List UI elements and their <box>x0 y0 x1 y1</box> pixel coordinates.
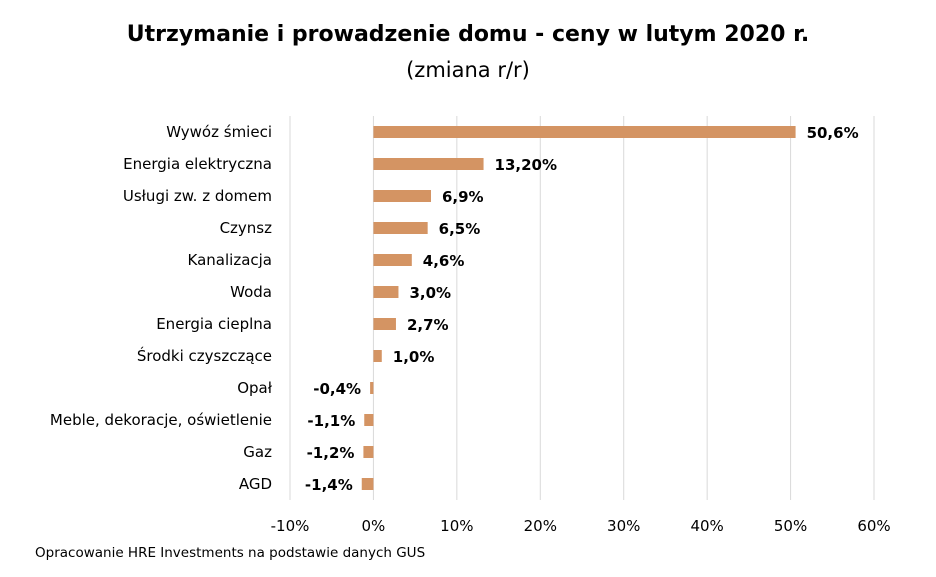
bar <box>373 158 484 170</box>
category-labels: Wywóz śmieci Energia elektryczna Usługi zw… <box>50 123 273 493</box>
bar <box>363 446 374 458</box>
x-tick-label: 10% <box>440 517 473 535</box>
gridlines <box>289 116 875 500</box>
x-axis-ticks: -10% 0% 10% 20% 30% 40% 50% 60% <box>271 517 891 535</box>
category-label: Wywóz śmieci <box>166 123 272 141</box>
data-label: -0,4% <box>313 380 361 398</box>
bar <box>373 254 412 266</box>
bar <box>373 350 382 362</box>
data-label: 13,20% <box>495 156 557 174</box>
bars <box>361 126 796 490</box>
x-tick-label: 60% <box>857 517 890 535</box>
bar <box>361 478 374 490</box>
data-label: 4,6% <box>423 252 465 270</box>
category-label: Gaz <box>243 443 272 461</box>
data-label: 50,6% <box>807 124 859 142</box>
source-note: Opracowanie HRE Investments na podstawie… <box>35 545 426 561</box>
bar <box>370 382 374 394</box>
x-tick-label: 0% <box>362 517 386 535</box>
x-tick-label: 20% <box>524 517 557 535</box>
category-label: Kanalizacja <box>188 251 272 269</box>
data-label: 2,7% <box>407 316 449 334</box>
x-tick-label: 30% <box>607 517 640 535</box>
category-label: Energia elektryczna <box>123 155 272 173</box>
data-label: -1,2% <box>307 444 355 462</box>
chart-subtitle: (zmiana r/r) <box>406 58 530 82</box>
category-label: Środki czyszczące <box>137 346 272 365</box>
bar <box>364 414 374 426</box>
bar <box>373 318 396 330</box>
bar <box>373 222 428 234</box>
bar <box>373 286 399 298</box>
data-label: -1,4% <box>305 476 353 494</box>
data-label: -1,1% <box>307 412 355 430</box>
x-tick-label: 40% <box>690 517 723 535</box>
category-label: Opał <box>237 379 273 397</box>
x-tick-label: -10% <box>271 517 310 535</box>
category-label: Woda <box>230 283 272 301</box>
category-label: Energia cieplna <box>156 315 272 333</box>
data-label: 3,0% <box>409 284 451 302</box>
chart-title: Utrzymanie i prowadzenie domu - ceny w l… <box>126 22 810 47</box>
data-label: 1,0% <box>393 348 435 366</box>
category-label: AGD <box>239 475 272 493</box>
category-label: Czynsz <box>220 219 273 237</box>
category-label: Usługi zw. z domem <box>123 187 272 205</box>
data-label: 6,5% <box>439 220 481 238</box>
data-labels: 50,6% 13,20% 6,9% 6,5% 4,6% 3,0% 2,7% 1,0% -0,4%… <box>305 124 859 494</box>
data-label: 6,9% <box>442 188 484 206</box>
bar <box>373 190 431 202</box>
x-tick-label: 50% <box>774 517 807 535</box>
bar <box>373 126 796 138</box>
category-label: Meble, dekoracje, oświetlenie <box>50 411 272 429</box>
